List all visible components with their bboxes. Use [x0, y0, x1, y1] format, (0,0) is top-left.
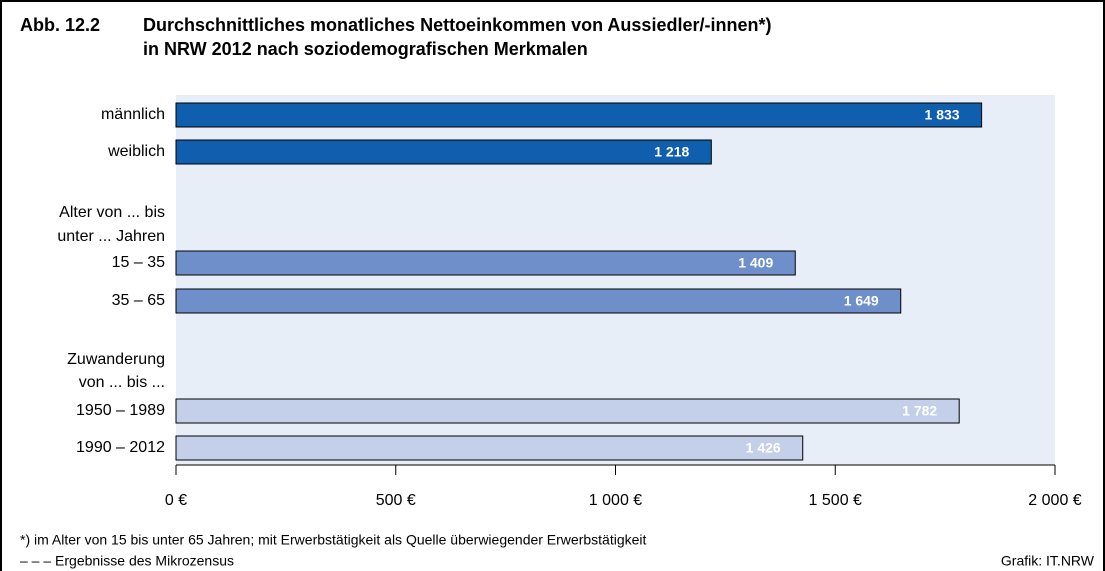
y-tick-label: 1950 – 1989 [76, 402, 165, 419]
y-tick-label: weiblich [107, 143, 165, 160]
y-tick-label: 35 – 65 [112, 292, 165, 309]
y-tick-label: männlich [101, 106, 165, 123]
group-label: Alter von ... bis [59, 204, 165, 221]
group-label: unter ... Jahren [57, 228, 165, 245]
source: Grafik: IT.NRW [1001, 553, 1095, 569]
bar [175, 250, 796, 276]
bar [175, 139, 712, 165]
x-tick-label: 1 000 € [589, 492, 642, 509]
x-tick-label: 2 000 € [1028, 492, 1081, 509]
x-tick-label: 1 500 € [809, 492, 862, 509]
value-label: 1 833 [925, 107, 960, 123]
x-tick-label: 500 € [376, 492, 416, 509]
group-label: von ... bis ... [79, 374, 165, 391]
bar [175, 398, 960, 424]
value-label: 1 782 [902, 403, 937, 419]
x-tick-label: 0 € [165, 492, 187, 509]
value-label: 1 649 [844, 293, 879, 309]
value-label: 1 426 [746, 440, 781, 456]
bar [175, 435, 804, 461]
chart-title: Durchschnittliches monatliches Nettoeink… [143, 15, 771, 35]
bar [175, 102, 983, 128]
chart-title: in NRW 2012 nach soziodemografischen Mer… [143, 39, 588, 59]
value-label: 1 218 [654, 144, 689, 160]
value-label: 1 409 [738, 255, 773, 271]
y-tick-label: 1990 – 2012 [76, 439, 165, 456]
footnote: *) im Alter von 15 bis unter 65 Jahren; … [20, 532, 647, 548]
y-tick-label: 15 – 35 [112, 254, 165, 271]
figure-number: Abb. 12.2 [20, 15, 100, 35]
footnote: – – – Ergebnisse des Mikrozensus [20, 553, 234, 569]
group-label: Zuwanderung [67, 351, 165, 368]
bar [175, 288, 902, 314]
